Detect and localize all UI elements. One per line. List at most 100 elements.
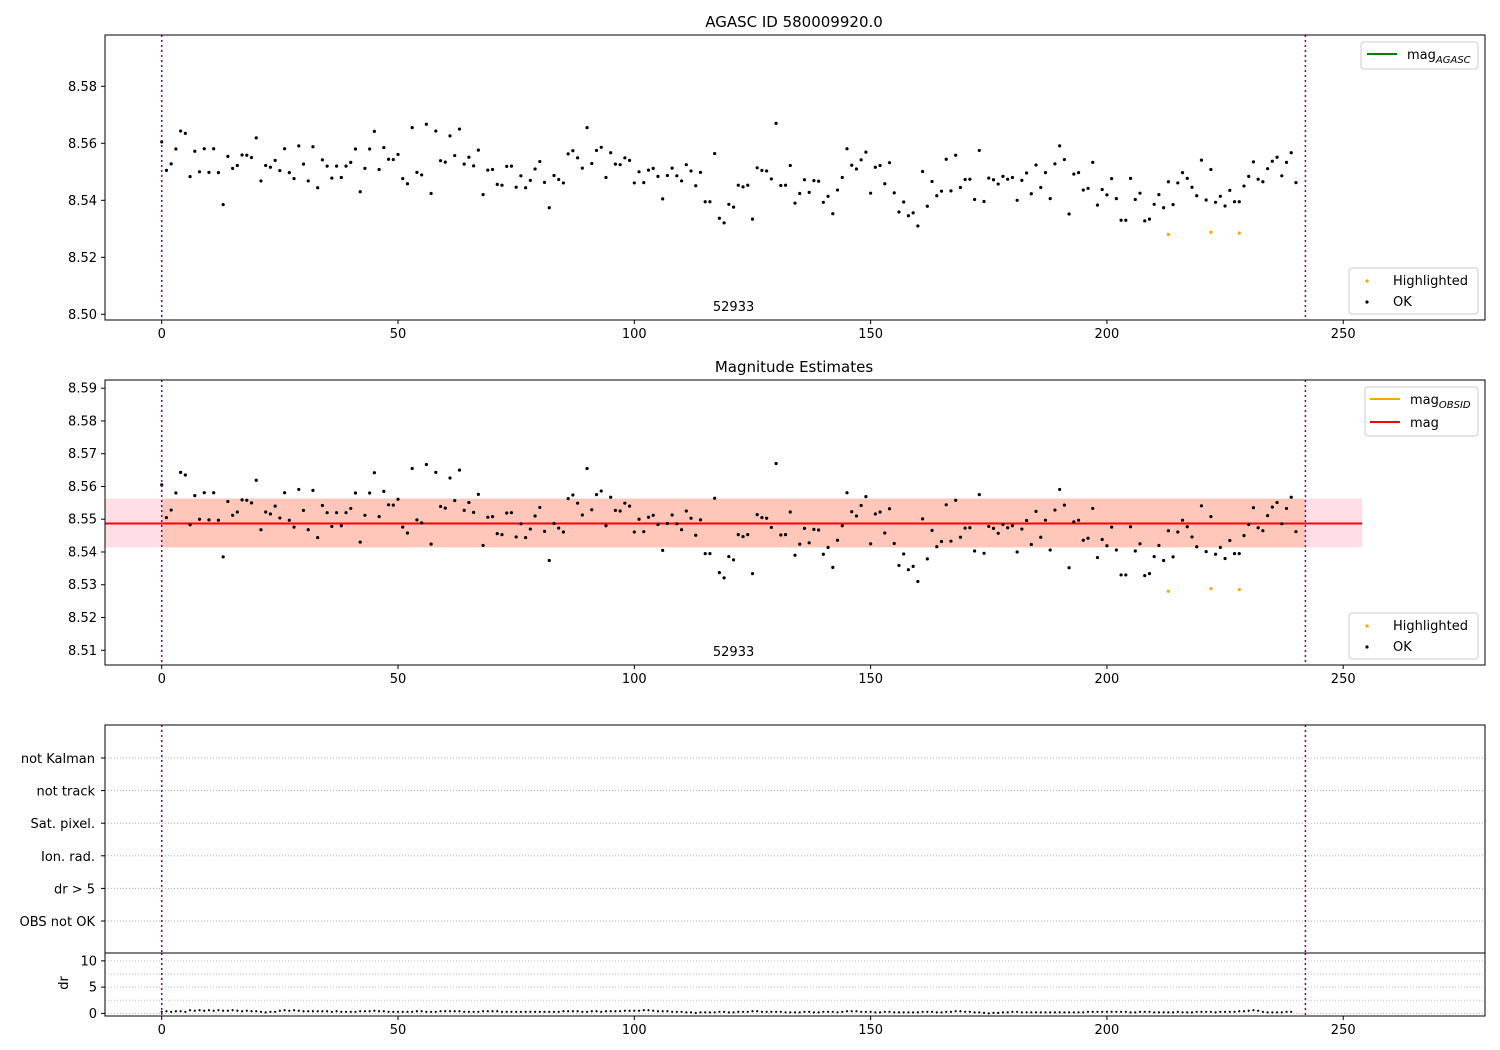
ok-point: [306, 528, 310, 532]
ok-point: [278, 169, 282, 173]
ok-point: [1024, 518, 1029, 523]
ok-point: [462, 162, 466, 166]
ok-point: [845, 147, 849, 151]
ok-point: [481, 543, 485, 548]
ok-point: [755, 513, 759, 517]
ok-point: [576, 156, 580, 160]
dr-point: [184, 1010, 187, 1013]
ok-point: [561, 181, 566, 185]
flags-axes-frame: [104, 724, 1486, 954]
x-tick-label: 150: [858, 1023, 883, 1038]
ok-point: [538, 159, 542, 164]
ok-point: [391, 503, 395, 507]
dr-point: [680, 1010, 683, 1013]
flags-plot-area: not Kalman not track Sat. pixel. Ion. rad. d…: [20, 725, 1485, 953]
ok-point: [306, 179, 310, 183]
ok-point: [212, 147, 216, 151]
dr-point: [255, 1010, 258, 1013]
ok-point: [472, 510, 476, 514]
dr-point: [307, 1010, 310, 1013]
ok-point: [235, 510, 239, 514]
legend-marker-ok: [1365, 645, 1369, 649]
dr-point: [1049, 1011, 1052, 1014]
ok-point: [448, 476, 452, 480]
y-tick-label: 8.58: [68, 80, 97, 95]
ok-point: [717, 216, 721, 220]
ok-point: [949, 189, 953, 193]
ok-point: [703, 552, 707, 556]
dr-point: [746, 1010, 749, 1013]
dr-point: [188, 1009, 192, 1012]
ok-point: [1275, 500, 1279, 505]
ok-point: [481, 193, 485, 197]
ok-point: [197, 170, 202, 174]
ok-point: [509, 511, 514, 515]
dr-point: [1266, 1011, 1269, 1014]
dr-point: [444, 1010, 447, 1013]
ok-point: [1100, 537, 1104, 542]
dr-point: [477, 1010, 480, 1013]
ok-point: [708, 200, 712, 204]
dr-point: [633, 1009, 636, 1012]
dr-point: [349, 1010, 352, 1013]
dr-point: [250, 1010, 253, 1013]
ok-point: [831, 565, 835, 569]
ok-point: [713, 151, 717, 156]
flag-label: dr > 5: [54, 882, 95, 897]
ok-point: [490, 515, 495, 519]
dr-point: [751, 1010, 754, 1013]
ok-point: [183, 131, 187, 135]
ok-point: [968, 526, 972, 530]
dr-point: [793, 1011, 797, 1014]
ok-point: [935, 194, 939, 198]
ok-point: [509, 164, 514, 168]
dr-point: [817, 1011, 820, 1014]
ok-point: [179, 470, 183, 474]
dr-point: [193, 1009, 196, 1012]
ok-point: [282, 147, 287, 151]
dr-point: [373, 1009, 376, 1012]
x-tick-label: 200: [1095, 327, 1120, 342]
dr-point: [1280, 1011, 1283, 1014]
ok-point: [798, 191, 802, 196]
ok-point: [618, 509, 622, 513]
legend-label-highlighted: Highlighted: [1393, 274, 1468, 289]
ok-point: [1242, 534, 1246, 538]
ok-point: [802, 178, 807, 182]
ok-point: [977, 148, 981, 153]
ok-point: [363, 166, 367, 170]
dr-point: [845, 1010, 849, 1013]
ok-point: [703, 200, 707, 204]
ok-point: [656, 522, 660, 527]
dr-point: [1257, 1009, 1260, 1012]
legend-marker-highlighted: [1365, 279, 1369, 283]
ok-point: [698, 518, 703, 522]
magnitude-axes-frame: [104, 379, 1486, 666]
dr-point: [723, 1010, 726, 1013]
ok-point: [1214, 200, 1218, 204]
dr-point: [779, 1010, 782, 1013]
ok-point: [368, 147, 372, 151]
dr-point: [694, 1011, 697, 1014]
ok-point: [1199, 504, 1204, 508]
ok-point: [982, 199, 986, 204]
ok-point: [188, 523, 192, 527]
ok-point: [420, 173, 424, 177]
ok-point: [231, 513, 235, 517]
dr-point: [198, 1009, 201, 1012]
ok-point: [1039, 535, 1043, 539]
ok-point: [297, 144, 301, 148]
dr-point: [330, 1010, 333, 1013]
ok-point: [1284, 160, 1289, 164]
dr-point: [968, 1010, 971, 1013]
dr-point: [359, 1010, 362, 1013]
highlighted-point: [1209, 230, 1213, 234]
ok-point: [240, 498, 244, 502]
ok-point: [1261, 180, 1265, 184]
dr-point: [699, 1011, 702, 1014]
ok-point: [873, 165, 877, 169]
dr-point: [1195, 1010, 1198, 1013]
ok-point: [519, 522, 523, 526]
ok-point: [987, 176, 991, 180]
ok-point: [684, 163, 688, 167]
